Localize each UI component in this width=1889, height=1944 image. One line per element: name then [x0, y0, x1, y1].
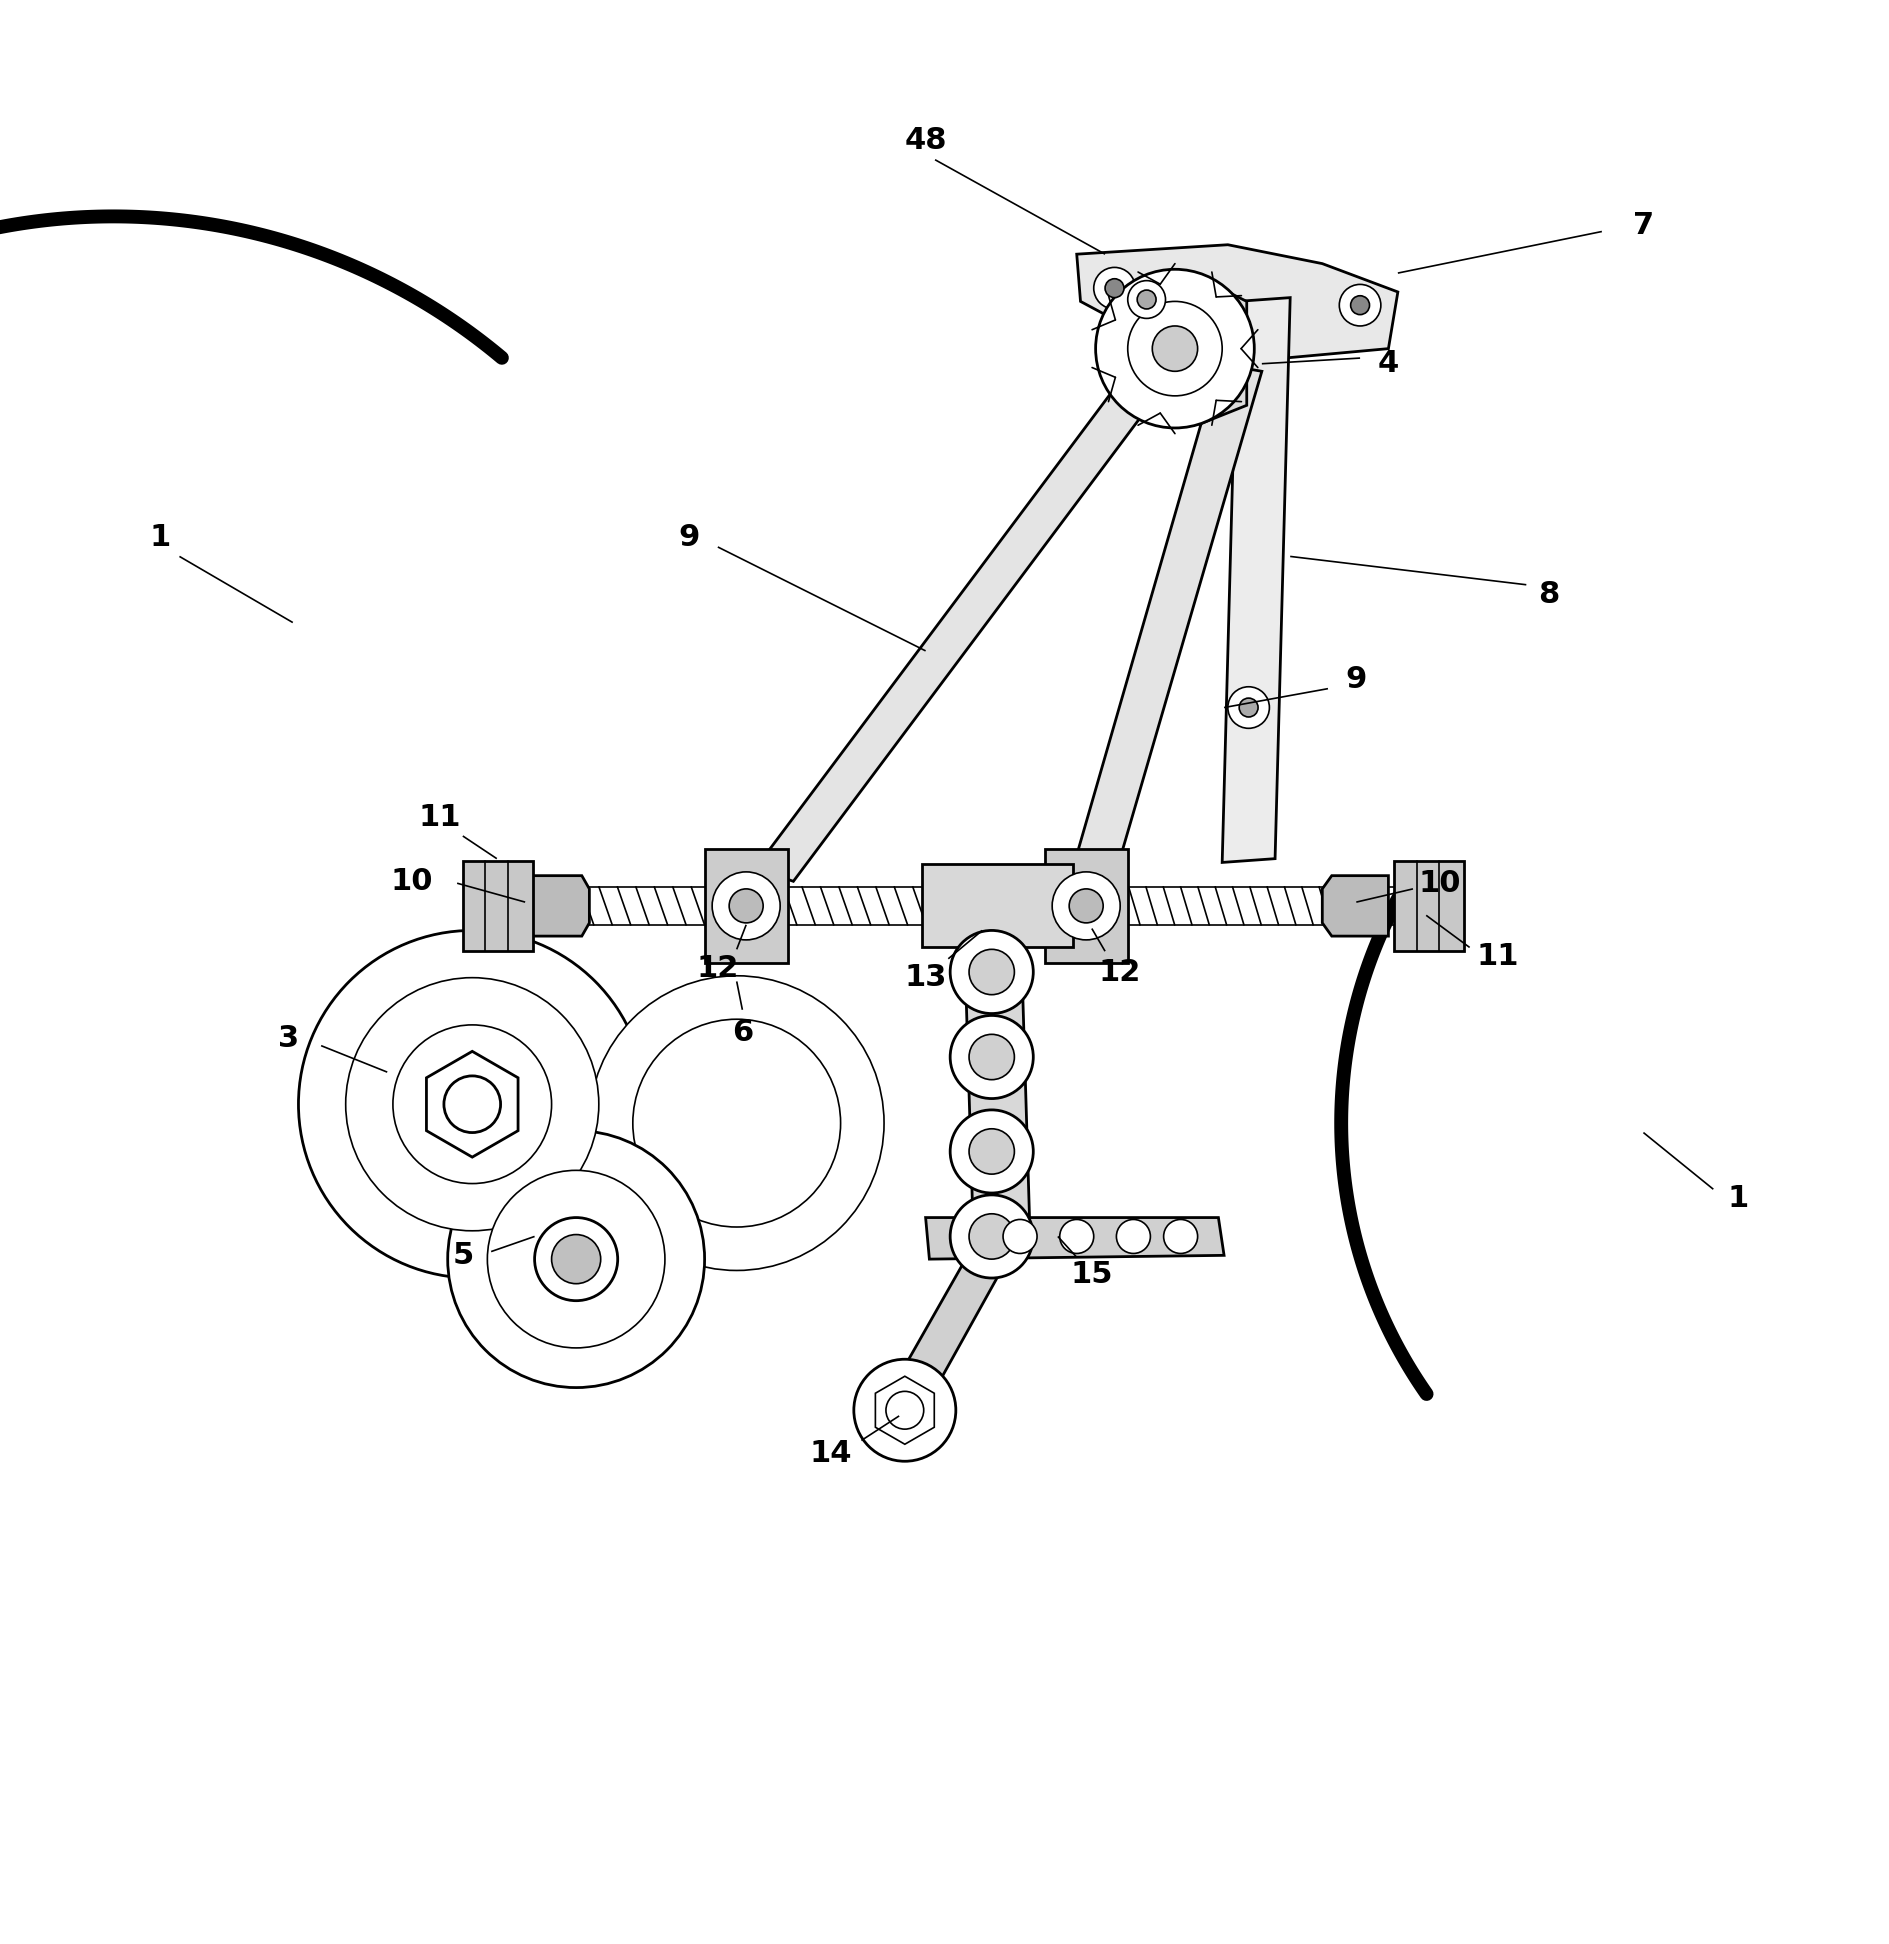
Circle shape	[1152, 327, 1198, 371]
Circle shape	[444, 1075, 501, 1133]
Circle shape	[729, 888, 763, 923]
Circle shape	[1003, 1219, 1037, 1254]
Circle shape	[969, 1213, 1014, 1260]
Circle shape	[1339, 284, 1381, 327]
Polygon shape	[463, 861, 533, 951]
Circle shape	[1069, 888, 1103, 923]
Circle shape	[633, 1019, 841, 1227]
Circle shape	[886, 1392, 924, 1429]
Text: 48: 48	[905, 126, 946, 156]
Text: 11: 11	[419, 803, 461, 832]
Polygon shape	[1322, 875, 1388, 937]
Text: 1: 1	[149, 523, 172, 552]
Circle shape	[1351, 295, 1370, 315]
Text: 13: 13	[905, 962, 946, 991]
Text: 11: 11	[1477, 943, 1519, 972]
Polygon shape	[1133, 282, 1247, 424]
Circle shape	[1137, 290, 1156, 309]
Circle shape	[535, 1217, 618, 1301]
Polygon shape	[963, 906, 1030, 1217]
Polygon shape	[1222, 297, 1290, 863]
Text: 12: 12	[697, 955, 739, 984]
Circle shape	[1052, 871, 1120, 939]
Circle shape	[589, 976, 884, 1271]
Circle shape	[448, 1131, 705, 1388]
Circle shape	[1096, 270, 1254, 428]
Circle shape	[1094, 268, 1135, 309]
Polygon shape	[1394, 861, 1464, 951]
Polygon shape	[427, 1052, 518, 1157]
Polygon shape	[1077, 245, 1398, 358]
Text: 14: 14	[810, 1439, 852, 1468]
Text: 15: 15	[1071, 1260, 1113, 1289]
Text: 7: 7	[1632, 212, 1655, 241]
Circle shape	[487, 1170, 665, 1347]
Circle shape	[969, 1129, 1014, 1174]
Circle shape	[1128, 280, 1166, 319]
Text: 3: 3	[278, 1024, 300, 1052]
Polygon shape	[884, 1236, 1020, 1406]
Polygon shape	[922, 865, 1073, 947]
Circle shape	[552, 1234, 601, 1283]
Text: 9: 9	[678, 523, 701, 552]
Text: 1: 1	[1727, 1184, 1749, 1213]
Text: 10: 10	[391, 867, 433, 896]
Circle shape	[854, 1359, 956, 1462]
Polygon shape	[875, 1376, 935, 1444]
Circle shape	[1105, 278, 1124, 297]
Circle shape	[346, 978, 599, 1231]
Circle shape	[1164, 1219, 1198, 1254]
Circle shape	[1060, 1219, 1094, 1254]
Polygon shape	[926, 1217, 1224, 1260]
Text: 6: 6	[731, 1019, 754, 1048]
Circle shape	[950, 931, 1033, 1013]
Circle shape	[969, 949, 1014, 995]
Polygon shape	[525, 875, 589, 937]
Polygon shape	[1073, 364, 1262, 877]
Circle shape	[298, 931, 646, 1277]
Circle shape	[969, 1034, 1014, 1079]
Circle shape	[1239, 698, 1258, 717]
Circle shape	[712, 871, 780, 939]
Circle shape	[1128, 301, 1222, 397]
Text: 4: 4	[1377, 350, 1400, 379]
Text: 12: 12	[1099, 958, 1141, 986]
Circle shape	[393, 1024, 552, 1184]
Circle shape	[950, 1110, 1033, 1194]
Polygon shape	[756, 358, 1175, 881]
Polygon shape	[1045, 850, 1128, 962]
Text: 9: 9	[1345, 665, 1368, 694]
Circle shape	[950, 1196, 1033, 1277]
Polygon shape	[705, 850, 788, 962]
Text: 10: 10	[1419, 869, 1460, 898]
Circle shape	[1116, 1219, 1150, 1254]
Text: 8: 8	[1538, 579, 1560, 608]
Circle shape	[950, 1015, 1033, 1098]
Circle shape	[1228, 686, 1269, 729]
Text: 5: 5	[451, 1240, 474, 1269]
